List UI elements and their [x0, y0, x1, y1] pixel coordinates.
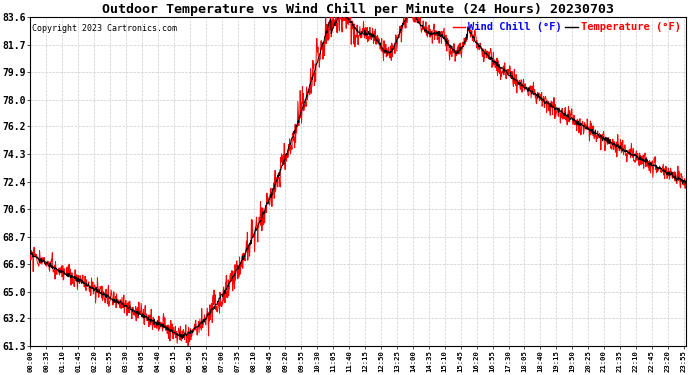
Title: Outdoor Temperature vs Wind Chill per Minute (24 Hours) 20230703: Outdoor Temperature vs Wind Chill per Mi… [102, 3, 614, 16]
Legend: Wind Chill (°F), Temperature (°F): Wind Chill (°F), Temperature (°F) [448, 18, 685, 36]
Text: Copyright 2023 Cartronics.com: Copyright 2023 Cartronics.com [32, 24, 177, 33]
